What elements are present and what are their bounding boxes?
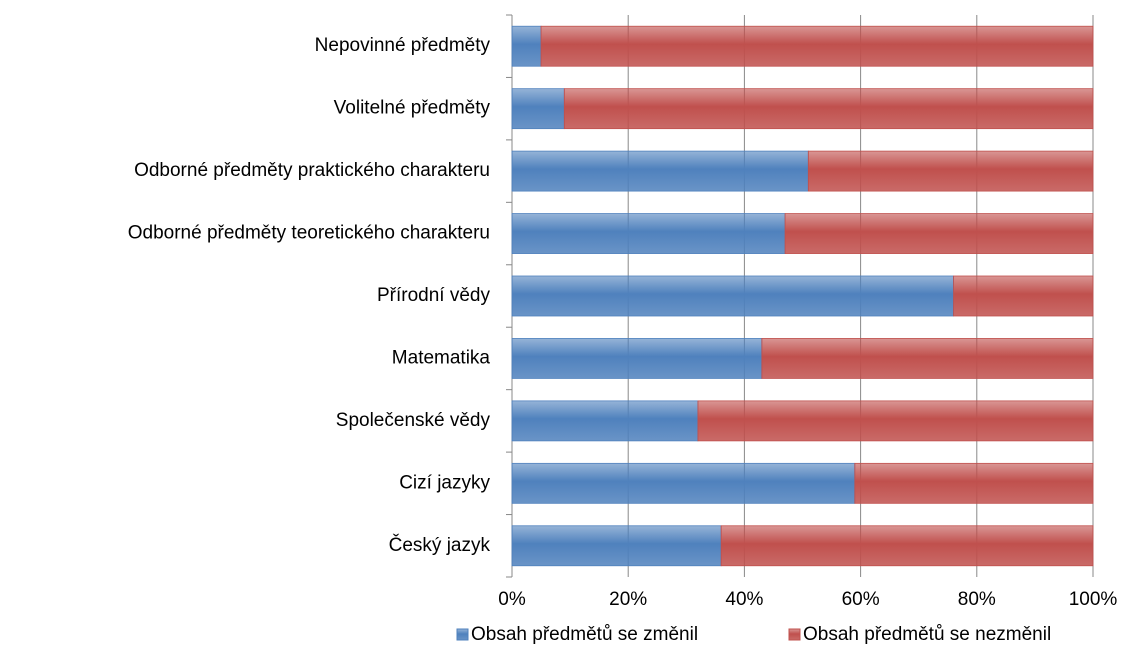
bar-segment — [720, 525, 1094, 567]
y-tick-label: Český jazyk — [389, 534, 491, 556]
y-tick-label: Společenské vědy — [336, 410, 491, 431]
bar-segment — [511, 400, 699, 442]
legend-swatch — [788, 628, 801, 641]
bar-segment — [953, 275, 1094, 317]
legend-label: Obsah předmětů se nezměnil — [803, 624, 1051, 645]
bar-segment — [563, 88, 1094, 130]
y-tick-label: Odborné předměty teoretického charakteru — [128, 223, 490, 244]
bar-segment — [511, 462, 856, 504]
x-tick-label: 0% — [498, 589, 526, 610]
x-tick-label: 60% — [842, 589, 880, 610]
bar-segment — [697, 400, 1094, 442]
x-tick-label: 100% — [1069, 589, 1118, 610]
bar-segment — [854, 462, 1094, 504]
y-tick-label: Matematika — [392, 347, 491, 368]
y-tick-label: Přírodní vědy — [377, 285, 490, 306]
y-tick-label: Volitelné předměty — [334, 98, 491, 119]
bar-segment — [511, 150, 809, 192]
bar-segment — [511, 88, 565, 130]
bar-segment — [511, 213, 786, 254]
bar-segment — [511, 525, 722, 567]
bar-segment — [511, 338, 763, 379]
y-tick-label: Cizí jazyky — [399, 472, 490, 493]
bar-segment — [540, 25, 1094, 67]
y-tick-label: Nepovinné předměty — [315, 35, 491, 56]
x-tick-label: 40% — [725, 589, 763, 610]
bar-segment — [807, 150, 1094, 192]
bar-segment — [511, 275, 954, 317]
legend-swatch — [456, 628, 469, 641]
bar-segment — [784, 213, 1094, 254]
legend-label: Obsah předmětů se změnil — [471, 624, 698, 645]
x-tick-label: 20% — [609, 589, 647, 610]
y-tick-label: Odborné předměty praktického charakteru — [134, 160, 490, 181]
bar-segment — [511, 25, 542, 67]
bar-segment — [761, 338, 1094, 379]
x-tick-label: 80% — [958, 589, 996, 610]
